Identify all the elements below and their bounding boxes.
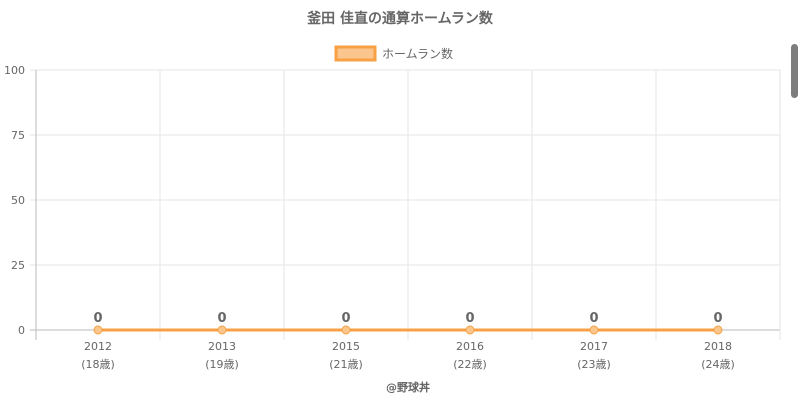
data-label: 0: [341, 311, 350, 326]
legend-swatch: [334, 45, 377, 62]
data-point: [465, 325, 475, 335]
x-tick-label: 2018: [704, 340, 732, 353]
x-tick-sublabel: (24歳): [701, 358, 735, 371]
grid: [30, 69, 781, 340]
data-point: [713, 325, 723, 335]
y-tick-label: 100: [4, 64, 25, 77]
x-tick-label: 2012: [84, 340, 112, 353]
y-tick-label: 75: [11, 129, 25, 142]
x-tick-sublabel: (18歳): [81, 358, 115, 371]
y-tick-label: 25: [11, 259, 25, 272]
x-tick-label: 2016: [456, 340, 484, 353]
x-tick-sublabel: (21歳): [329, 358, 363, 371]
x-tick-label: 2015: [332, 340, 360, 353]
data-label-layer: 0 0 0 0 0 0: [93, 311, 722, 326]
x-tick-sublabel: (19歳): [205, 358, 239, 371]
credit-label: @野球丼: [386, 380, 430, 394]
axes: 0 25 50 75 100 2012 (18歳) 2013 (19歳) 2015 (21歳) 201…: [4, 64, 735, 371]
series-layer: [93, 325, 723, 335]
legend[interactable]: ホームラン数: [334, 45, 453, 62]
x-tick-label: 2017: [580, 340, 608, 353]
y-tick-label: 0: [18, 324, 25, 337]
x-tick-sublabel: (23歳): [577, 358, 611, 371]
y-tick-label: 50: [11, 194, 25, 207]
data-point: [341, 325, 351, 335]
chart-title: 釜田 佳直の通算ホームラン数: [306, 10, 494, 27]
data-point: [589, 325, 599, 335]
data-label: 0: [93, 311, 102, 326]
data-label: 0: [465, 311, 474, 326]
data-point: [217, 325, 227, 335]
data-label: 0: [217, 311, 226, 326]
scrollbar-thumb[interactable]: [791, 44, 798, 98]
x-tick-sublabel: (22歳): [453, 358, 487, 371]
legend-label: ホームラン数: [382, 46, 453, 61]
data-label: 0: [589, 311, 598, 326]
data-point: [93, 325, 103, 335]
x-tick-label: 2013: [208, 340, 236, 353]
data-label: 0: [713, 311, 722, 326]
